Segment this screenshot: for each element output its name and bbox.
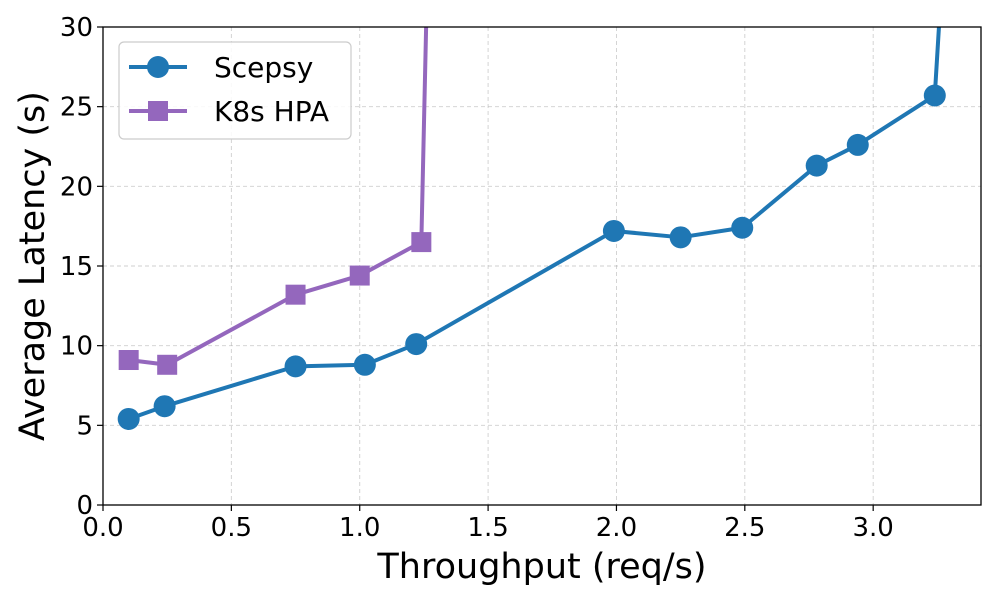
legend-item-scepsy: Scepsy xyxy=(129,51,313,84)
data-point-scepsy xyxy=(284,355,307,378)
x-tick-label: 3.0 xyxy=(852,513,893,543)
data-point-scepsy xyxy=(846,133,869,156)
x-tick-label: 1.5 xyxy=(467,513,508,543)
y-tick-label: 0 xyxy=(76,491,93,521)
legend-item-k8s-hpa: K8s HPA xyxy=(129,95,329,128)
x-tick-label: 1.0 xyxy=(339,513,380,543)
legend-label: K8s HPA xyxy=(214,95,329,128)
series-k8s-hpa xyxy=(118,27,432,375)
legend: Scepsy K8s HPA xyxy=(118,41,352,140)
data-point-scepsy xyxy=(117,407,140,430)
x-tick-label: 2.5 xyxy=(724,513,765,543)
data-point-scepsy xyxy=(805,154,828,177)
x-axis-title: Throughput (req/s) xyxy=(376,547,706,587)
data-point-scepsy xyxy=(669,226,692,249)
data-point-scepsy xyxy=(602,219,625,242)
legend-marker xyxy=(147,56,169,78)
series-scepsy xyxy=(117,27,946,430)
y-tick-label: 20 xyxy=(60,172,93,202)
y-tick-label: 25 xyxy=(60,93,93,123)
data-point-k8s-hpa xyxy=(411,232,432,253)
series-layer xyxy=(117,27,946,430)
data-point-scepsy xyxy=(405,333,428,356)
legend-marker xyxy=(148,101,168,121)
x-tick-label: 0.0 xyxy=(82,513,123,543)
data-point-scepsy xyxy=(923,84,946,107)
data-point-k8s-hpa xyxy=(118,350,139,371)
data-point-k8s-hpa xyxy=(285,284,306,305)
y-tick-label: 30 xyxy=(60,13,93,43)
data-point-scepsy xyxy=(353,353,376,376)
y-tick-label: 5 xyxy=(76,411,93,441)
legend-label: Scepsy xyxy=(214,51,313,84)
data-point-scepsy xyxy=(731,216,754,239)
data-point-scepsy xyxy=(153,395,176,418)
axis-ticks: 0.0 0.5 1.0 1.5 2.0 2.5 3.0 0 5 10 15 20 25 30 xyxy=(60,13,894,543)
x-tick-label: 2.0 xyxy=(596,513,637,543)
data-point-k8s-hpa xyxy=(157,354,178,375)
data-point-k8s-hpa xyxy=(349,265,370,286)
y-tick-label: 15 xyxy=(60,252,93,282)
y-tick-label: 10 xyxy=(60,332,93,362)
x-tick-label: 0.5 xyxy=(211,513,252,543)
series-line-scepsy xyxy=(128,27,941,421)
y-axis-title: Average Latency (s) xyxy=(13,91,53,441)
